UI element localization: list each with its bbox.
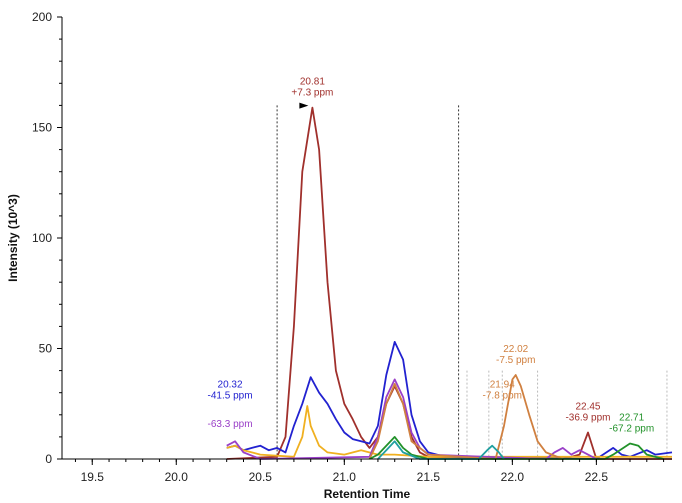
- series-line-orange: [368, 374, 564, 460]
- peak-annotation: +7.3 ppm: [291, 88, 333, 99]
- y-tick-label: 100: [32, 231, 52, 245]
- peak-annotation: 22.71: [619, 413, 644, 424]
- peak-annotation: -41.5 ppm: [208, 390, 253, 401]
- y-tick-label: 50: [39, 342, 53, 356]
- peak-annotation: 20.32: [218, 379, 243, 390]
- y-axis-label: Intensity (10^3): [6, 194, 20, 282]
- peak-annotation: -7.8 ppm: [483, 390, 522, 401]
- series-line-yellow: [226, 405, 672, 458]
- series-line-brown: [226, 106, 672, 460]
- peak-annotation: 20.81: [300, 77, 325, 88]
- x-tick-label: 21.0: [333, 470, 357, 484]
- y-tick-label: 200: [32, 10, 52, 24]
- peak-annotation: -36.9 ppm: [565, 412, 610, 423]
- peak-annotation: -7.5 ppm: [496, 355, 535, 366]
- peak-annotation: 22.45: [575, 401, 600, 412]
- y-tick-label: 150: [32, 121, 52, 135]
- x-tick-label: 20.0: [165, 470, 189, 484]
- peak-annotation: 21.94: [490, 379, 515, 390]
- peak-annotation: 22.02: [503, 344, 528, 355]
- peak-annotation: -67.2 ppm: [609, 424, 654, 435]
- x-tick-label: 22.5: [585, 470, 609, 484]
- peak-marker-icon: [299, 102, 309, 109]
- x-tick-label: 20.5: [249, 470, 273, 484]
- x-tick-label: 22.0: [501, 470, 525, 484]
- series-line-blue: [226, 340, 673, 460]
- x-tick-label: 19.5: [81, 470, 105, 484]
- x-tick-label: 21.5: [417, 470, 441, 484]
- x-axis-label: Retention Time: [324, 487, 411, 501]
- peak-annotation: -63.3 ppm: [208, 419, 253, 430]
- y-tick-label: 0: [45, 452, 52, 466]
